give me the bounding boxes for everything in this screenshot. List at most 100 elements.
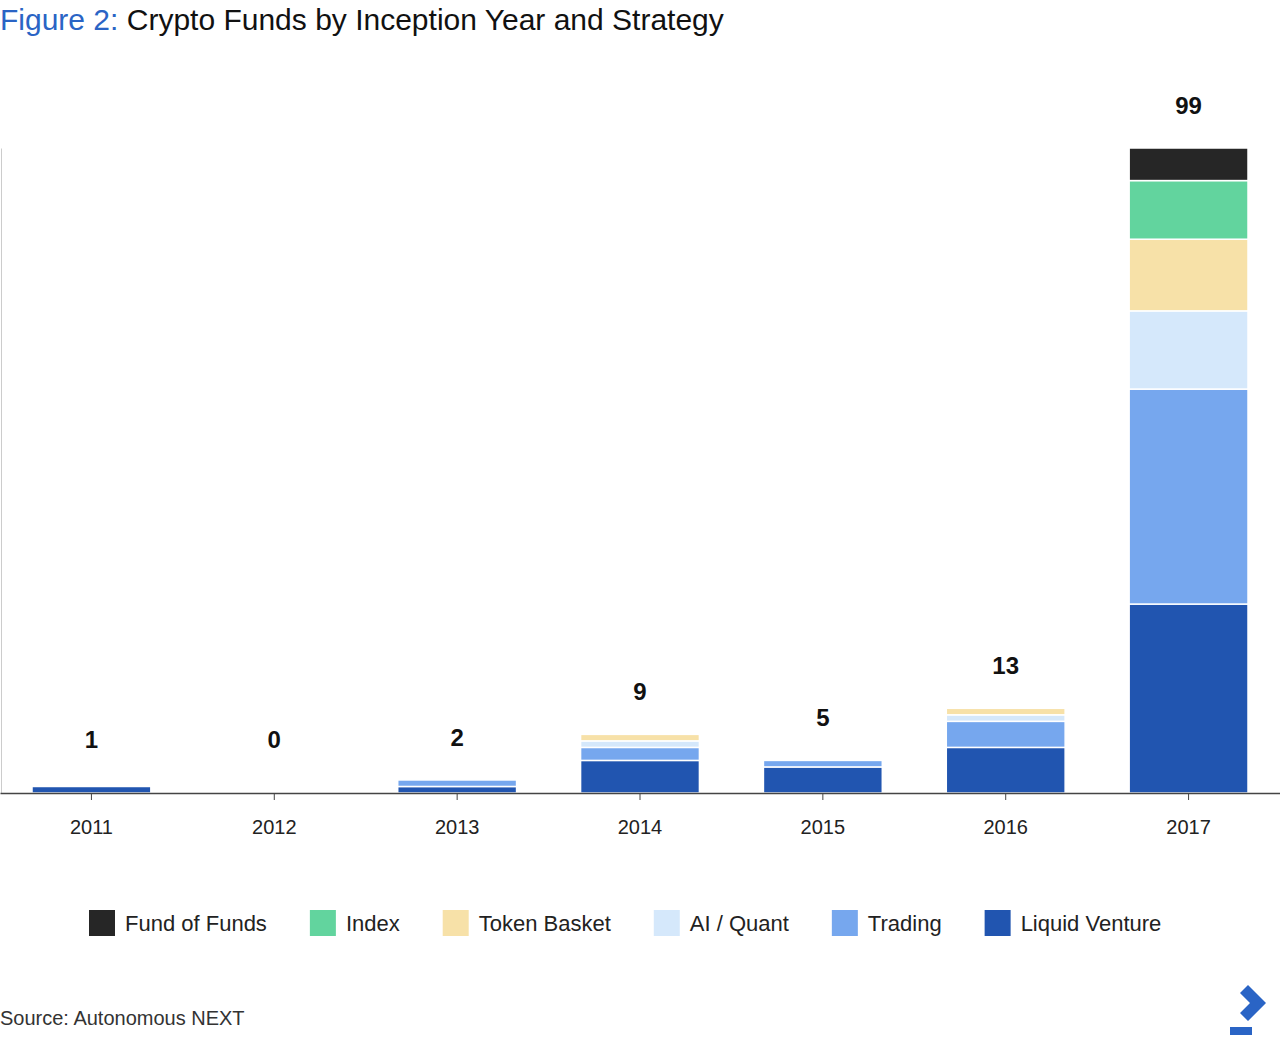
- legend-item: Token Basket: [443, 910, 611, 936]
- bar-segment: [763, 760, 882, 762]
- x-tick-mark: [457, 793, 458, 800]
- bar-segment: [1129, 311, 1248, 389]
- title-main: Crypto Funds by Inception Year and Strat…: [118, 3, 723, 36]
- bar-segment: [32, 786, 151, 788]
- legend-label: AI / Quant: [690, 911, 789, 936]
- bar-segment: [398, 779, 517, 781]
- y-axis-line: [1, 149, 2, 794]
- x-tick-label: 2017: [1166, 816, 1211, 838]
- bar-segment: [946, 747, 1065, 793]
- bar-segment: [398, 779, 517, 781]
- legend-swatch: [89, 910, 115, 936]
- bars: [32, 148, 1248, 793]
- bar-segment: [946, 721, 1065, 747]
- chart: Figure 2: Crypto Funds by Inception Year…: [0, 0, 1280, 1038]
- series-3: [581, 239, 1248, 741]
- x-tick-label: 2011: [70, 816, 113, 838]
- bar-segment: [1129, 181, 1248, 240]
- x-tick-label: 2015: [801, 816, 846, 838]
- bar-segment: [32, 786, 151, 788]
- series-2: [581, 311, 1248, 748]
- legend-item: AI / Quant: [654, 910, 789, 936]
- bar-segment: [581, 741, 700, 748]
- x-tick-mark: [640, 793, 641, 800]
- x-axis: 2011 2012 2013 2014 2015 2016 2017: [1, 793, 1280, 838]
- legend-swatch: [654, 910, 680, 936]
- bar-segment: [763, 767, 882, 793]
- legend-swatch: [443, 910, 469, 936]
- total-label: 5: [816, 704, 829, 731]
- legend-item: Liquid Venture: [985, 910, 1162, 936]
- source-note: Source: Autonomous NEXT: [0, 1007, 245, 1029]
- title-prefix: Figure 2:: [0, 3, 118, 36]
- bar-segment: [1129, 604, 1248, 793]
- series-1: [398, 389, 1248, 786]
- x-tick-label: 2012: [252, 816, 297, 838]
- x-tick: 2015: [801, 793, 846, 838]
- legend-item: Fund of Funds: [89, 910, 267, 936]
- legend: Fund of Funds Index Token Basket AI / Quant…: [89, 910, 1161, 936]
- total-label: 99: [1175, 92, 1202, 119]
- bar-segment: [1129, 239, 1248, 311]
- x-tick-mark: [1188, 793, 1189, 800]
- x-tick-mark: [822, 793, 823, 800]
- bar-segment: [581, 734, 700, 736]
- total-label: 9: [633, 678, 646, 705]
- annotations: Source: Autonomous NEXT: [0, 1007, 245, 1029]
- x-tick-mark: [274, 793, 275, 800]
- bar-segment: [398, 786, 517, 793]
- legend-label: Token Basket: [479, 911, 611, 936]
- total-label: 0: [268, 726, 281, 753]
- bar-segment: [581, 734, 700, 741]
- totals: 1 0 2 9 5 13 99: [85, 92, 1202, 753]
- logo: [1230, 985, 1266, 1035]
- bar-segment: [398, 780, 517, 787]
- series-5: [1129, 148, 1248, 181]
- legend-label: Liquid Venture: [1021, 911, 1162, 936]
- bar-segment: [946, 708, 1065, 715]
- bar-segment: [763, 760, 882, 762]
- x-tick: 2014: [618, 793, 663, 838]
- x-tick: 2016: [983, 793, 1028, 838]
- total-label: 1: [85, 726, 98, 753]
- bar-segment: [581, 760, 700, 793]
- bar-segment: [581, 734, 700, 736]
- x-tick: 2011: [70, 793, 113, 838]
- bar-segment: [398, 779, 517, 781]
- x-tick-mark: [91, 793, 92, 800]
- x-tick: 2017: [1166, 793, 1211, 838]
- bar-segment: [946, 708, 1065, 710]
- legend-swatch: [832, 910, 858, 936]
- legend-swatch: [310, 910, 336, 936]
- bar-segment: [1129, 148, 1248, 181]
- title: Figure 2: Crypto Funds by Inception Year…: [0, 3, 724, 36]
- legend-item: Index: [310, 910, 400, 936]
- bar-segment: [32, 786, 151, 788]
- x-tick: 2012: [252, 793, 297, 838]
- bar-segment: [763, 760, 882, 762]
- x-tick-label: 2014: [618, 816, 663, 838]
- legend-label: Trading: [868, 911, 942, 936]
- x-tick-label: 2016: [983, 816, 1028, 838]
- y-axis: [1, 149, 2, 794]
- legend-swatch: [985, 910, 1011, 936]
- bar-segment: [946, 715, 1065, 722]
- bar-segment: [32, 786, 151, 793]
- bar-segment: [32, 786, 151, 788]
- bar-segment: [1129, 389, 1248, 604]
- bar-segment: [581, 747, 700, 760]
- x-tick: 2013: [435, 793, 480, 838]
- bar-segment: [946, 708, 1065, 710]
- series-4: [1129, 181, 1248, 240]
- legend-item: Trading: [832, 910, 942, 936]
- legend-label: Index: [346, 911, 400, 936]
- x-tick-mark: [1005, 793, 1006, 800]
- legend-label: Fund of Funds: [125, 911, 267, 936]
- total-label: 13: [992, 652, 1019, 679]
- total-label: 2: [450, 724, 463, 751]
- bar-segment: [398, 779, 517, 781]
- series-0: [32, 604, 1248, 793]
- bar-segment: [763, 760, 882, 762]
- x-tick-label: 2013: [435, 816, 480, 838]
- bar-segment: [763, 760, 882, 767]
